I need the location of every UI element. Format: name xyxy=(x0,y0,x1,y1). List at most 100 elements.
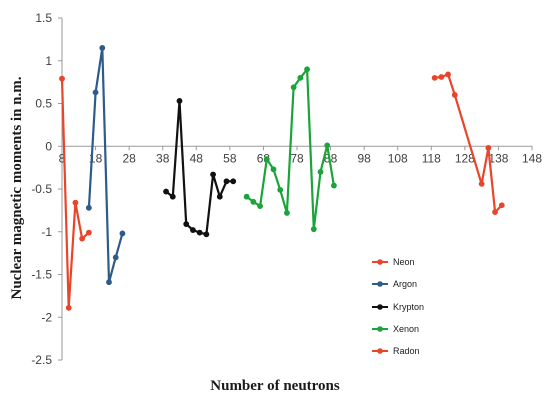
series-radon xyxy=(431,71,505,215)
data-point-radon xyxy=(445,71,451,78)
data-point-xenon xyxy=(270,166,277,173)
legend-marker-radon xyxy=(377,348,383,354)
x-tick-label: 118 xyxy=(422,151,441,165)
data-point-neon xyxy=(59,75,65,82)
legend-marker-argon xyxy=(377,281,383,287)
data-point-xenon xyxy=(304,66,310,73)
x-tick-label: 98 xyxy=(357,151,371,165)
data-point-neon xyxy=(65,304,72,311)
data-point-krypton xyxy=(210,171,216,178)
data-point-xenon xyxy=(284,210,290,216)
data-point-krypton xyxy=(230,178,237,185)
x-tick-label: 78 xyxy=(290,151,304,165)
data-point-neon xyxy=(72,199,79,206)
series-line-radon xyxy=(434,73,503,214)
y-tick-label: -1 xyxy=(41,225,52,239)
y-tick-label: -0.5 xyxy=(31,182,52,196)
legend-item-xenon: Xenon xyxy=(372,324,419,334)
series-argon xyxy=(85,45,126,286)
y-tick-label: 0 xyxy=(45,139,52,153)
x-tick-label: 88 xyxy=(324,151,338,165)
data-point-krypton xyxy=(169,193,176,200)
series-line-neon xyxy=(60,78,90,309)
data-point-xenon xyxy=(277,186,284,193)
series-line-krypton xyxy=(165,99,234,236)
y-tick-label: -2 xyxy=(41,310,52,324)
legend-marker-neon xyxy=(377,259,383,265)
y-tick-label: 1 xyxy=(45,54,52,68)
x-tick-label: 58 xyxy=(223,151,237,165)
data-point-radon xyxy=(485,145,492,151)
data-point-krypton xyxy=(223,178,230,185)
legend-item-krypton: Krypton xyxy=(372,302,424,312)
legend-label-krypton: Krypton xyxy=(393,302,424,312)
y-tick-label: 1.5 xyxy=(35,11,52,25)
data-point-xenon xyxy=(263,156,270,162)
legend-item-radon: Radon xyxy=(372,346,420,356)
data-point-xenon xyxy=(331,182,337,189)
legend-label-argon: Argon xyxy=(393,279,417,289)
data-point-krypton xyxy=(183,221,190,227)
x-axis-title: Number of neutrons xyxy=(210,378,340,394)
data-point-xenon xyxy=(250,198,257,205)
x-tick-label: 8 xyxy=(59,151,66,165)
data-point-krypton xyxy=(203,231,210,238)
data-point-krypton xyxy=(196,229,203,236)
data-point-radon xyxy=(431,74,438,81)
series-krypton xyxy=(163,98,237,238)
y-axis: -2.5 -2 -1.5 -1 -0.5 0 0.5 1 1.5 xyxy=(31,11,63,367)
data-point-xenon xyxy=(317,169,324,175)
x-axis: 8 18 28 38 48 58 68 78 88 98 108 118 128 138 148 xyxy=(59,145,542,165)
data-point-radon xyxy=(498,202,505,209)
data-point-krypton xyxy=(163,188,169,195)
series-neon xyxy=(59,75,92,311)
data-point-argon xyxy=(85,204,92,211)
data-point-radon xyxy=(492,209,498,215)
x-tick-label: 148 xyxy=(522,151,542,165)
data-point-radon xyxy=(438,74,445,80)
legend: Neon Argon Krypton Xenon Radon xyxy=(372,257,424,356)
data-point-krypton xyxy=(190,227,196,233)
x-tick-label: 108 xyxy=(388,151,408,165)
x-tick-label: 128 xyxy=(455,151,475,165)
y-axis-title: Nuclear magnetic moments in n.m. xyxy=(9,76,25,299)
data-point-argon xyxy=(119,230,126,237)
data-point-radon xyxy=(478,180,485,187)
x-tick-labels: 8 18 28 38 48 58 68 78 88 98 108 118 128 138 148 xyxy=(59,146,542,165)
legend-label-neon: Neon xyxy=(393,257,415,267)
data-point-neon xyxy=(79,235,86,242)
series-layer xyxy=(59,45,505,311)
data-point-xenon xyxy=(243,193,250,200)
x-tick-label: 38 xyxy=(156,151,170,165)
x-tick-label: 28 xyxy=(122,151,136,165)
legend-marker-xenon xyxy=(377,326,383,332)
data-point-radon xyxy=(451,92,458,98)
data-point-argon xyxy=(92,89,99,96)
y-tick-label: -1.5 xyxy=(31,268,52,282)
data-point-krypton xyxy=(216,193,223,200)
legend-label-xenon: Xenon xyxy=(393,324,419,334)
data-point-xenon xyxy=(290,84,297,91)
data-point-xenon xyxy=(257,203,263,210)
x-tick-label: 48 xyxy=(190,151,204,165)
series-line-xenon xyxy=(245,68,335,231)
data-point-krypton xyxy=(176,98,183,104)
legend-label-radon: Radon xyxy=(393,346,420,356)
y-tick-label: 0.5 xyxy=(35,97,52,111)
series-line-argon xyxy=(87,46,124,284)
legend-item-neon: Neon xyxy=(372,257,415,267)
data-point-xenon xyxy=(297,74,304,81)
data-point-neon xyxy=(85,229,92,236)
legend-marker-krypton xyxy=(377,304,383,310)
data-point-argon xyxy=(99,45,106,51)
x-tick-label: 138 xyxy=(488,151,508,165)
data-point-argon xyxy=(106,279,112,286)
legend-item-argon: Argon xyxy=(372,279,417,289)
data-point-argon xyxy=(112,254,119,261)
data-point-xenon xyxy=(310,226,317,233)
y-tick-labels: -2.5 -2 -1.5 -1 -0.5 0 0.5 1 1.5 xyxy=(31,11,62,367)
y-tick-label: -2.5 xyxy=(31,353,52,367)
data-point-xenon xyxy=(324,142,331,149)
series-xenon xyxy=(243,66,337,233)
